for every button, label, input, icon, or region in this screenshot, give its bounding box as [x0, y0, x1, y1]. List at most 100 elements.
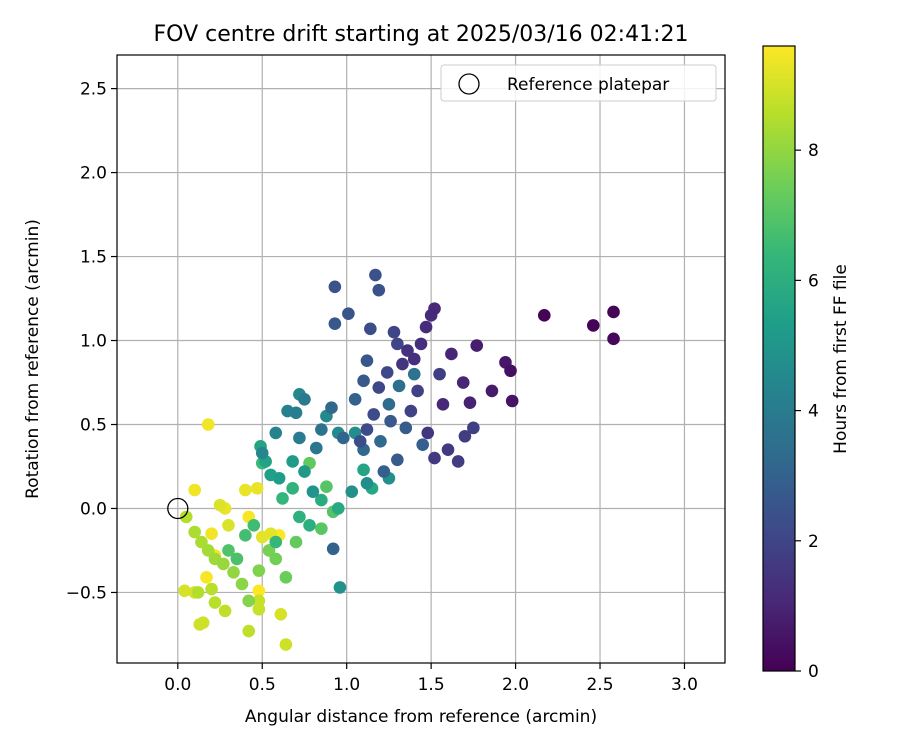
data-point: [391, 337, 404, 351]
data-point: [428, 451, 441, 465]
data-point: [382, 398, 396, 411]
data-point: [279, 571, 293, 584]
data-point: [384, 414, 397, 428]
legend-label: Reference platepar: [507, 75, 669, 95]
data-point: [407, 367, 421, 381]
data-point: [328, 280, 342, 294]
data-point: [309, 441, 323, 455]
data-point: [242, 624, 256, 638]
y-axis-ticks: −0.5 0.0 0.5 1.0 1.5 2.0 2.5: [66, 80, 117, 603]
colorbar: 0 2 4 6 8 Hours from first FF file: [762, 45, 851, 682]
data-point: [213, 498, 227, 512]
y-tick-label: 1.5: [80, 248, 107, 268]
x-tick-label: 0.0: [164, 675, 191, 695]
data-point: [380, 366, 394, 379]
data-point: [200, 571, 213, 584]
data-point: [205, 527, 218, 540]
legend-box: [440, 64, 717, 102]
colorbar-tick-label: 8: [808, 141, 819, 161]
data-point: [537, 309, 551, 322]
data-point: [289, 406, 303, 420]
colorbar-gradient: [762, 45, 796, 672]
data-point: [411, 384, 424, 398]
data-point: [230, 552, 244, 566]
data-point: [607, 332, 620, 346]
data-point: [188, 525, 201, 539]
data-point: [387, 325, 401, 339]
data-point: [298, 465, 311, 478]
data-point: [586, 319, 600, 332]
data-point: [217, 557, 230, 571]
x-tick-label: 1.0: [333, 675, 360, 695]
data-point: [191, 586, 205, 599]
data-point: [374, 434, 387, 448]
data-point: [337, 431, 350, 445]
data-point: [445, 347, 458, 361]
data-point: [247, 518, 261, 532]
data-point: [396, 357, 409, 371]
data-point: [407, 352, 421, 366]
colorbar-label: Hours from first FF file: [831, 264, 851, 454]
data-point: [252, 564, 266, 577]
data-point: [416, 438, 429, 451]
data-point: [325, 401, 338, 415]
data-point: [372, 283, 386, 297]
data-point: [201, 418, 215, 431]
data-point: [328, 317, 342, 331]
data-point: [239, 483, 252, 497]
colorbar-tick-label: 2: [808, 532, 819, 552]
x-tick-label: 3.0: [671, 675, 698, 695]
data-point: [428, 302, 441, 315]
data-point: [179, 510, 193, 524]
data-point: [326, 542, 340, 556]
data-point: [315, 423, 328, 436]
data-point: [345, 485, 359, 498]
data-point: [293, 431, 306, 445]
data-point: [372, 381, 386, 394]
data-point: [286, 482, 299, 495]
data-point: [505, 394, 519, 408]
data-point: [303, 518, 316, 532]
data-point: [306, 485, 320, 498]
data-point: [391, 453, 404, 467]
data-point: [401, 344, 414, 357]
data-point: [399, 421, 413, 435]
data-point: [451, 455, 465, 468]
x-axis-label: Angular distance from reference (arcmin): [245, 707, 597, 727]
y-tick-label: 2.5: [80, 80, 107, 100]
data-point: [348, 393, 362, 406]
data-point: [276, 492, 289, 505]
data-point: [485, 384, 499, 398]
y-tick-label: 0.0: [80, 499, 107, 519]
legend-marker-icon: [458, 73, 480, 95]
data-point: [504, 364, 517, 378]
x-tick-label: 2.5: [586, 675, 613, 695]
data-point: [421, 426, 435, 440]
data-point: [178, 584, 191, 598]
data-point: [315, 522, 328, 535]
data-point: [252, 602, 266, 616]
data-point: [262, 544, 276, 557]
y-tick-label: 1.0: [80, 332, 107, 352]
data-point: [218, 604, 232, 618]
y-tick-label: −0.5: [66, 583, 107, 603]
data-point: [289, 535, 303, 549]
data-point: [315, 493, 328, 507]
data-point: [293, 510, 306, 524]
y-tick-label: 0.5: [80, 416, 107, 436]
x-axis-ticks: 0.0 0.5 1.0 1.5 2.0 2.5 3.0: [164, 663, 698, 695]
data-point: [331, 502, 345, 515]
data-point: [456, 376, 470, 389]
data-point: [269, 552, 283, 566]
data-point: [222, 518, 235, 532]
data-point: [255, 446, 269, 460]
data-point: [357, 374, 370, 388]
data-point: [357, 463, 370, 477]
data-point: [353, 434, 367, 448]
data-point: [242, 594, 256, 608]
x-tick-label: 0.5: [249, 675, 276, 695]
data-point: [458, 429, 472, 443]
data-points: [178, 268, 620, 651]
data-point: [360, 423, 374, 436]
